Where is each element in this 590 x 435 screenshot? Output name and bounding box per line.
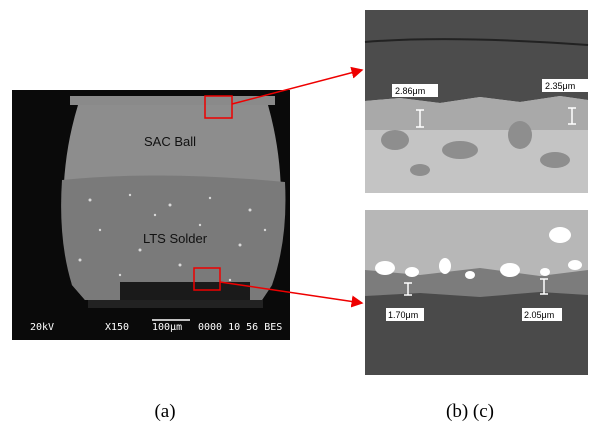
imc-layer [365, 96, 588, 130]
measure: 2.35μm [545, 81, 575, 91]
info: 100μm [152, 322, 182, 333]
measure: 1.70μm [388, 310, 418, 320]
measure: 2.86μm [395, 86, 425, 96]
arrow [232, 70, 362, 104]
caption: (b) (c) [446, 401, 494, 422]
info: X150 [105, 322, 129, 333]
caption: (a) [154, 401, 175, 422]
label: SAC Ball [144, 134, 196, 149]
info: 0000 10 56 BES [198, 322, 282, 333]
figure: SAC Ball LTS Solder 20kV X150 100μm 0000… [0, 0, 590, 435]
label: LTS Solder [143, 231, 208, 246]
info: 20kV [30, 322, 54, 333]
substrate [88, 300, 263, 308]
measure: 2.05μm [524, 310, 554, 320]
page: SAC Ball LTS Solder 20kV X150 100μm 0000… [0, 0, 590, 435]
